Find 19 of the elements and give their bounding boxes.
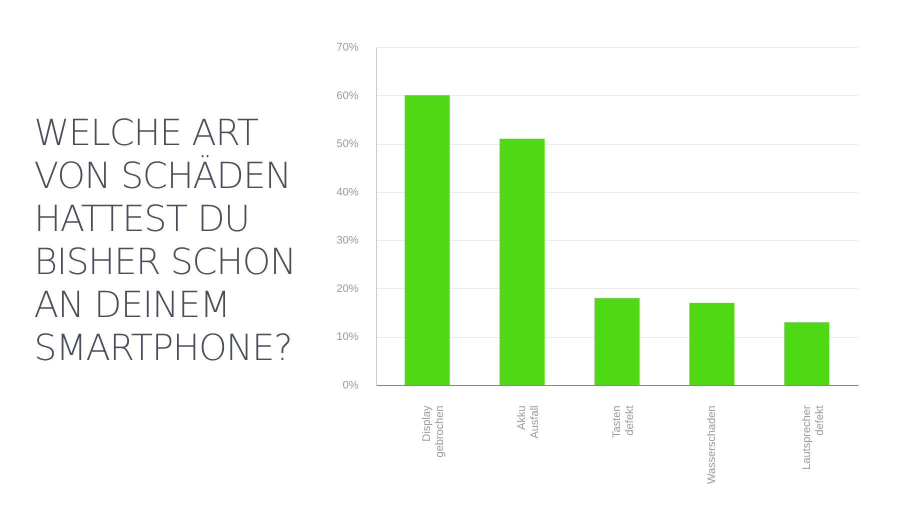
y-tick-label: 60% xyxy=(336,90,359,102)
bar xyxy=(500,138,545,385)
bar xyxy=(404,95,450,385)
x-tick-label: Wasserschaden xyxy=(706,406,718,484)
y-tick-label: 40% xyxy=(336,186,359,198)
text: WELCHE ART VON SCHÄDEN HATTEST DU BISHER SCHON AN DEINEM SMARTPHONE? xyxy=(34,112,297,370)
y-tick-label: 50% xyxy=(336,138,359,150)
bar xyxy=(784,322,830,385)
x-tick-label: Lautsprecher defekt xyxy=(800,405,826,470)
y-tick-label: 10% xyxy=(336,331,359,344)
x-tick-label: Display gebrochen xyxy=(421,405,446,458)
y-tick-label: 0% xyxy=(342,380,359,392)
y-tick-label: 20% xyxy=(336,282,359,295)
x-tick-label: Akku Ausfall xyxy=(516,406,542,439)
y-tick-label: 30% xyxy=(336,234,359,247)
bar xyxy=(689,302,734,385)
y-tick-label: 70% xyxy=(336,42,359,54)
bar xyxy=(594,298,640,385)
x-tick-label: Tasten defekt xyxy=(611,406,636,438)
